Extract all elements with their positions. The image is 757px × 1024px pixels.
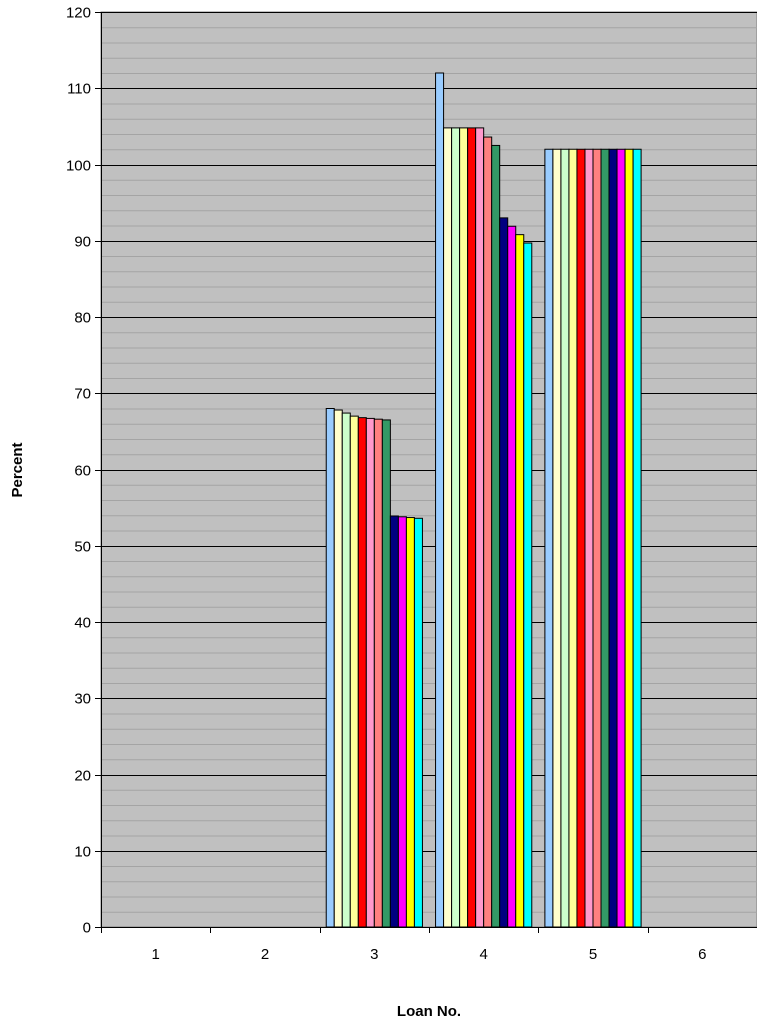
bar-loan-4-series-7 — [483, 136, 493, 928]
bar-loan-5-series-2 — [552, 148, 562, 928]
minor-gridlines — [101, 27, 757, 913]
y-tick-label: 90 — [74, 234, 91, 251]
bar-loan-3-series-3 — [341, 412, 351, 928]
y-tick-label: 0 — [83, 920, 91, 937]
y-tick-labels: 0 10 20 30 40 50 60 70 80 90 100 110 120 — [66, 5, 91, 937]
bar-loan-3-series-1 — [325, 408, 335, 928]
bar-loan-3-series-8 — [381, 419, 391, 928]
bar-loan-3-series-11 — [405, 517, 415, 928]
bar-loan-5-series-12 — [632, 148, 642, 928]
bar-loan-5-series-4 — [568, 148, 578, 928]
bar-loan-5-series-1 — [544, 148, 554, 928]
bar-loan-5-series-11 — [624, 148, 634, 928]
y-tick-label: 30 — [74, 691, 91, 708]
y-tick-label: 70 — [74, 386, 91, 403]
x-tick-label: 4 — [480, 946, 488, 963]
y-tick-label: 120 — [66, 5, 91, 22]
x-tick-label: 1 — [152, 946, 160, 963]
x-tick-label: 3 — [370, 946, 378, 963]
bars — [325, 72, 642, 928]
x-axis-title: Loan No. — [397, 1003, 461, 1020]
bar-loan-5-series-9 — [608, 148, 618, 928]
bar-loan-4-series-3 — [451, 127, 461, 928]
bar-loan-4-series-5 — [467, 127, 477, 928]
y-tick-label: 100 — [66, 158, 91, 175]
y-tick-label: 20 — [74, 768, 91, 785]
bar-loan-3-series-9 — [389, 515, 399, 928]
bar-loan-4-series-11 — [515, 234, 525, 928]
y-tick-label: 60 — [74, 463, 91, 480]
bar-loan-4-series-4 — [459, 127, 469, 928]
y-tick-label: 50 — [74, 539, 91, 556]
bar-loan-4-series-6 — [475, 127, 485, 928]
bar-loan-4-series-2 — [443, 127, 453, 928]
x-tick-label: 5 — [589, 946, 597, 963]
axes — [95, 12, 757, 933]
bar-loan-3-series-4 — [349, 415, 359, 928]
bar-loan-5-series-7 — [592, 148, 602, 928]
bar-loan-4-series-9 — [499, 217, 509, 928]
plot-area — [100, 11, 757, 928]
bar-loan-4-series-10 — [507, 225, 517, 928]
bar-loan-3-series-6 — [365, 417, 375, 928]
bar-loan-3-series-12 — [413, 517, 423, 928]
y-tick-label: 110 — [67, 81, 91, 98]
x-tick-label: 6 — [698, 946, 706, 963]
bar-loan-5-series-5 — [576, 148, 586, 928]
bar-loan-3-series-5 — [357, 417, 367, 928]
bar-loan-3-series-7 — [373, 418, 383, 928]
bar-loan-4-series-12 — [523, 242, 533, 928]
bar-loan-3-series-2 — [333, 409, 343, 928]
bar-loan-5-series-3 — [560, 148, 570, 928]
bar-loan-4-series-1 — [435, 72, 445, 928]
bar-loan-5-series-10 — [616, 148, 626, 928]
major-gridlines — [101, 12, 757, 852]
x-tick-label: 2 — [261, 946, 269, 963]
y-axis-title: Percent — [9, 442, 26, 497]
bar-loan-3-series-10 — [397, 516, 407, 928]
bar-loan-5-series-6 — [584, 148, 594, 928]
x-tick-labels: 1 2 3 4 5 6 — [152, 946, 707, 963]
y-tick-label: 80 — [74, 310, 91, 327]
y-tick-label: 40 — [74, 615, 91, 632]
bar-loan-4-series-8 — [491, 144, 501, 928]
bar-loan-5-series-8 — [600, 148, 610, 928]
y-tick-label: 10 — [74, 844, 91, 861]
